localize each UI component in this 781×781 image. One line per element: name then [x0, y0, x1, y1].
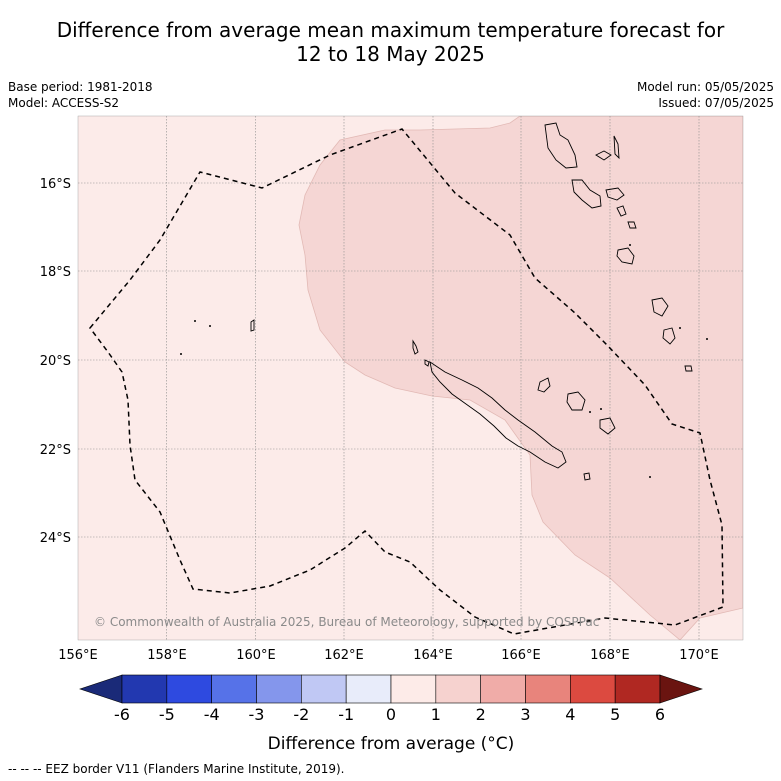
coast-vanuatu-1: [544, 122, 578, 169]
coast-islet-a: [412, 339, 419, 355]
graticule: [78, 116, 743, 640]
colorbar-tick-label: 0: [386, 705, 396, 724]
meta-left: Base period: 1981-2018 Model: ACCESS-S2: [8, 79, 153, 111]
coast-vanuatu-7: [627, 221, 637, 229]
coast-loyalty-3: [599, 417, 616, 435]
lat-tick-20: 20°S: [40, 354, 71, 369]
small-islands: [180, 244, 708, 478]
lat-tick-16: 16°S: [40, 177, 71, 192]
colorbar-extend-low: [79, 674, 123, 704]
base-period: Base period: 1981-2018: [8, 80, 153, 94]
colorbar-tick-label: 6: [655, 705, 665, 724]
colorbar-bin: [435, 674, 481, 704]
copyright-notice: © Commonwealth of Australia 2025, Bureau…: [94, 615, 599, 629]
colorbar-bin: [570, 674, 616, 704]
colorbar-bin: [256, 674, 302, 704]
coast-vanuatu-8: [616, 247, 635, 265]
colorbar-labels: -6 -5 -4 -3 -2 -1 0 1 2 3 4 5 6: [114, 705, 665, 724]
lon-tick-164: 164°E: [413, 648, 453, 663]
colorbar-tick-label: 2: [476, 705, 486, 724]
colorbar-tick-label: -3: [249, 705, 265, 724]
coast-new-caledonia: [429, 361, 567, 469]
lat-tick-22: 22°S: [40, 443, 71, 458]
lat-tick-labels: 16°S 18°S 20°S 22°S 24°S: [40, 177, 71, 546]
model-name: Model: ACCESS-S2: [8, 96, 120, 110]
lon-tick-170: 170°E: [679, 648, 719, 663]
colorbar-bin: [345, 674, 392, 704]
colorbar-bin: [390, 674, 437, 704]
coast-vanuatu-9: [651, 297, 669, 317]
lon-tick-labels: 156°E 158°E 160°E 162°E 164°E 166°E 168°…: [58, 648, 719, 663]
colorbar-tick-label: -2: [293, 705, 309, 724]
map-title: Difference from average mean maximum tem…: [0, 18, 781, 66]
lat-tick-18: 18°S: [40, 265, 71, 280]
coast-islet-b: [424, 359, 430, 367]
coast-vanuatu-2: [595, 150, 612, 161]
coast-vanuatu-6: [616, 205, 627, 217]
coast-vanuatu-5: [605, 187, 625, 201]
coastlines: [250, 122, 693, 481]
colorbar-tick-label: 4: [565, 705, 575, 724]
lon-tick-158: 158°E: [147, 648, 187, 663]
meta-right: Model run: 05/05/2025 Issued: 07/05/2025: [637, 79, 774, 111]
coast-isle-pines: [583, 472, 591, 481]
colorbar-bin: [211, 674, 257, 704]
title-line-1: Difference from average mean maximum tem…: [56, 18, 725, 42]
lon-tick-160: 160°E: [236, 648, 276, 663]
colorbar-tick-label: -6: [114, 705, 130, 724]
lon-tick-162: 162°E: [324, 648, 364, 663]
colorbar: [79, 674, 703, 704]
coast-chesterfield: [250, 319, 255, 332]
coast-vanuatu-4: [571, 179, 602, 209]
issued-date: Issued: 07/05/2025: [658, 96, 774, 110]
coast-vanuatu-11: [684, 365, 693, 372]
eez-footnote: -- -- -- EEZ border V11 (Flanders Marine…: [8, 762, 345, 776]
lon-tick-166: 166°E: [501, 648, 541, 663]
colorbar-bin: [525, 674, 571, 704]
colorbar-tick-label: -5: [159, 705, 175, 724]
colorbar-tick-label: -4: [204, 705, 220, 724]
colorbar-bin: [614, 674, 661, 704]
colorbar-bin: [480, 674, 526, 704]
lon-tick-156: 156°E: [58, 648, 98, 663]
colorbar-tick-label: 3: [520, 705, 530, 724]
plot-frame: [77, 115, 744, 641]
colorbar-tick-label: 1: [431, 705, 441, 724]
lon-tick-168: 168°E: [590, 648, 630, 663]
coast-loyalty-2: [566, 391, 586, 411]
colorbar-bin: [121, 674, 168, 704]
colorbar-bin: [301, 674, 347, 704]
colorbar-title: Difference from average (°C): [268, 734, 515, 754]
coast-vanuatu-3: [613, 135, 620, 160]
colorbar-tick-label: 5: [610, 705, 620, 724]
colorbar-bin: [166, 674, 212, 704]
coast-vanuatu-10: [662, 327, 676, 345]
title-line-2: 12 to 18 May 2025: [296, 42, 485, 66]
lat-tick-24: 24°S: [40, 531, 71, 546]
coast-loyalty-1: [537, 377, 551, 393]
eez-border: [89, 128, 724, 635]
colorbar-extend-high: [659, 674, 703, 704]
model-run: Model run: 05/05/2025: [636, 80, 774, 94]
colorbar-tick-label: -1: [338, 705, 354, 724]
